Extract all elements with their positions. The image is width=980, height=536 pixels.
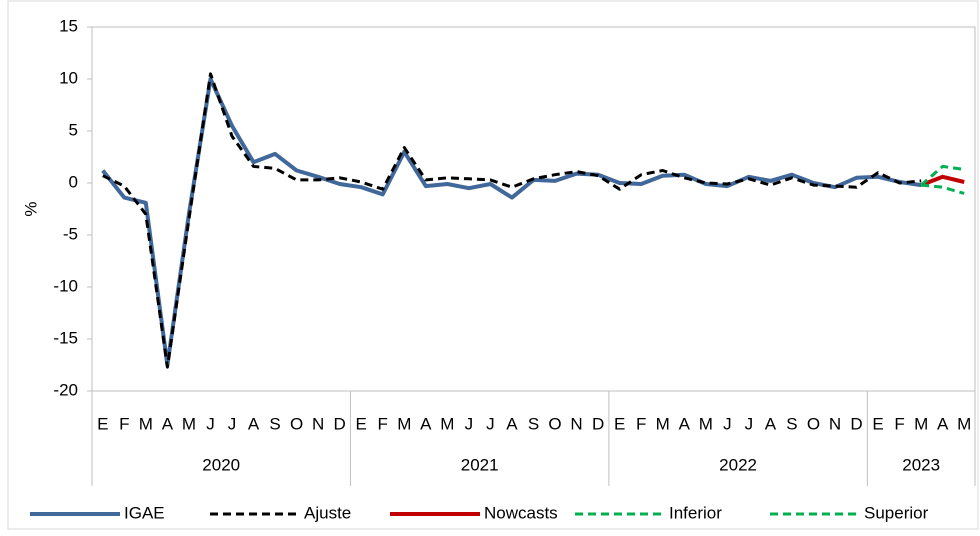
x-tick-label: E xyxy=(872,414,883,433)
x-tick-label: D xyxy=(592,414,604,433)
x-tick-label: E xyxy=(614,414,625,433)
group-label: 2023 xyxy=(902,455,940,474)
x-tick-label: M xyxy=(397,414,411,433)
y-tick-label: -15 xyxy=(53,328,78,347)
legend-label: IGAE xyxy=(124,503,165,522)
x-tick-label: A xyxy=(937,414,949,433)
x-tick-label: D xyxy=(850,414,862,433)
y-tick-label: 0 xyxy=(69,172,78,191)
y-tick-label: -10 xyxy=(53,276,78,295)
x-tick-label: N xyxy=(312,414,324,433)
x-tick-label: O xyxy=(548,414,561,433)
x-tick-label: J xyxy=(723,414,732,433)
x-tick-label: M xyxy=(699,414,713,433)
x-tick-label: M xyxy=(182,414,196,433)
x-tick-label: E xyxy=(356,414,367,433)
x-tick-label: O xyxy=(290,414,303,433)
x-tick-label: F xyxy=(636,414,646,433)
x-tick-label: J xyxy=(465,414,474,433)
x-tick-label: J xyxy=(486,414,495,433)
legend-label: Superior xyxy=(864,503,929,522)
x-tick-label: M xyxy=(656,414,670,433)
y-axis-label: % xyxy=(21,201,40,216)
y-tick-label: -20 xyxy=(53,380,78,399)
x-tick-label: E xyxy=(97,414,108,433)
series-line xyxy=(920,164,965,187)
series-line xyxy=(101,77,922,367)
x-tick-label: F xyxy=(119,414,129,433)
x-tick-label: D xyxy=(334,414,346,433)
series-line xyxy=(920,174,965,187)
x-tick-label: A xyxy=(765,414,777,433)
x-tick-label: O xyxy=(807,414,820,433)
group-label: 2020 xyxy=(202,455,240,474)
group-label: 2022 xyxy=(719,455,757,474)
x-tick-label: A xyxy=(506,414,518,433)
x-tick-label: J xyxy=(206,414,215,433)
x-tick-label: A xyxy=(679,414,691,433)
y-tick-label: 15 xyxy=(59,16,78,35)
chart-frame xyxy=(7,0,979,530)
x-tick-label: M xyxy=(139,414,153,433)
x-tick-label: J xyxy=(228,414,237,433)
x-tick-label: A xyxy=(248,414,260,433)
y-tick-label: -5 xyxy=(63,224,78,243)
x-tick-label: A xyxy=(162,414,174,433)
x-tick-label: S xyxy=(269,414,280,433)
legend-label: Nowcasts xyxy=(484,503,558,522)
x-tick-label: N xyxy=(829,414,841,433)
group-label: 2021 xyxy=(461,455,499,474)
x-tick-label: A xyxy=(420,414,432,433)
series-line xyxy=(921,183,965,195)
x-tick-label: N xyxy=(570,414,582,433)
x-tick-label: F xyxy=(378,414,388,433)
x-tick-label: M xyxy=(914,414,928,433)
x-tick-label: M xyxy=(957,414,971,433)
series-line xyxy=(102,72,922,369)
y-tick-label: 5 xyxy=(69,120,78,139)
x-tick-label: S xyxy=(786,414,797,433)
x-tick-label: F xyxy=(894,414,904,433)
plot-area xyxy=(91,26,976,392)
legend-label: Inferior xyxy=(669,503,722,522)
y-tick-label: 10 xyxy=(59,68,78,87)
x-tick-label: M xyxy=(440,414,454,433)
x-tick-label: S xyxy=(528,414,539,433)
legend-label: Ajuste xyxy=(304,503,351,522)
x-tick-label: J xyxy=(745,414,754,433)
